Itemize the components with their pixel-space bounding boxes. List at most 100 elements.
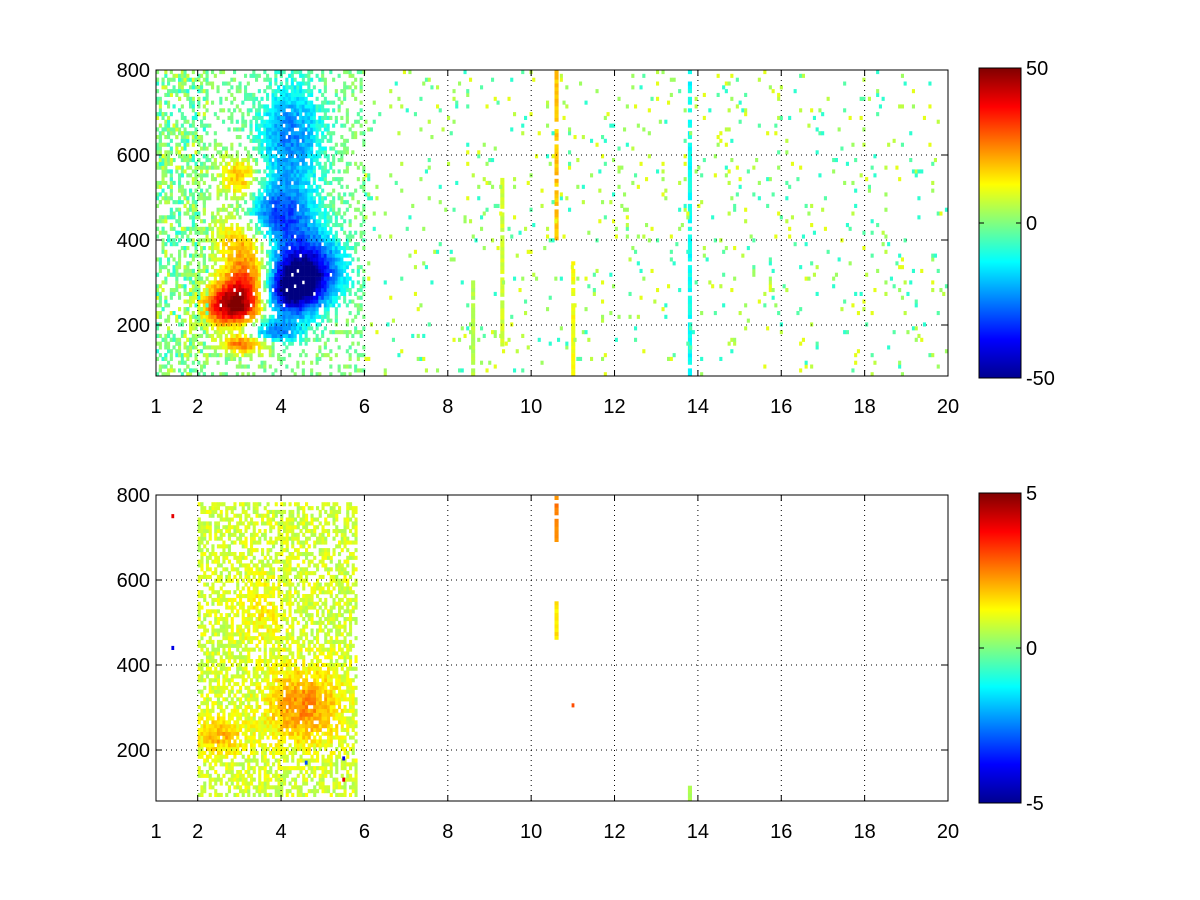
heatmap-cell (158, 268, 162, 273)
heatmap-cell (329, 165, 333, 170)
heatmap-cell (310, 154, 314, 159)
heatmap-cell (359, 81, 363, 86)
heatmap-cell (321, 314, 325, 319)
heatmap-cell (290, 307, 294, 312)
heatmap-stripe-cell (687, 249, 692, 254)
heatmap-sparse-cell (914, 303, 918, 308)
top-heatmap-cells (156, 70, 948, 376)
heatmap-sparse-cell (161, 265, 165, 270)
heatmap-cell (197, 743, 201, 748)
heatmap-cell (211, 215, 215, 220)
heatmap-cell (249, 127, 253, 132)
heatmap-cell (194, 85, 198, 90)
heatmap-cell (227, 211, 231, 216)
heatmap-cell (260, 257, 264, 262)
heatmap-cell (288, 280, 292, 285)
heatmap-sparse-cell (202, 219, 206, 224)
heatmap-cell (362, 314, 366, 319)
heatmap-sparse-cell (469, 345, 473, 350)
heatmap-sparse-cell (158, 345, 162, 350)
heatmap-cell (200, 246, 204, 251)
heatmap-sparse-cell (559, 196, 563, 201)
heatmap-cell (224, 311, 228, 316)
heatmap-cell (351, 150, 355, 155)
heatmap-cell (197, 727, 201, 732)
heatmap-cell (279, 337, 283, 342)
heatmap-cell (230, 158, 234, 163)
heatmap-cell (282, 104, 286, 109)
heatmap-cell (293, 223, 297, 228)
heatmap-sparse-cell (194, 249, 198, 254)
heatmap-cell (288, 311, 292, 316)
heatmap-cell (310, 184, 314, 189)
heatmap-cell (244, 288, 248, 293)
heatmap-cell (213, 330, 217, 335)
heatmap-cell (235, 295, 239, 300)
heatmap-sparse-cell (183, 330, 187, 335)
heatmap-sparse-cell (424, 169, 428, 174)
heatmap-sparse-cell (156, 115, 160, 120)
heatmap-cell (208, 754, 212, 759)
heatmap-cell (288, 333, 292, 338)
heatmap-cell (296, 146, 300, 151)
heatmap-cell (312, 311, 316, 316)
heatmap-cell (241, 288, 245, 293)
heatmap-cell (326, 123, 330, 128)
heatmap-cell (197, 735, 201, 740)
heatmap-sparse-cell (856, 311, 860, 316)
heatmap-stripe-cell (471, 353, 476, 358)
heatmap-sparse-cell (389, 173, 393, 178)
heatmap-cell (329, 257, 333, 262)
heatmap-cell (208, 81, 212, 86)
heatmap-sparse-cell (161, 165, 165, 170)
heatmap-cell (241, 349, 245, 354)
heatmap-cell (312, 318, 316, 323)
heatmap-cell (345, 253, 349, 258)
heatmap-cell (359, 108, 363, 113)
heatmap-cell (197, 609, 201, 614)
heatmap-sparse-cell (383, 368, 387, 373)
heatmap-cell (252, 295, 256, 300)
heatmap-stripe-cell (571, 288, 576, 293)
heatmap-cell (255, 203, 259, 208)
heatmap-cell (293, 318, 297, 323)
heatmap-stripe-cell (471, 280, 476, 285)
heatmap-cell (329, 295, 333, 300)
heatmap-cell (274, 303, 278, 308)
heatmap-cell (326, 192, 330, 197)
heatmap-cell (348, 192, 352, 197)
heatmap-sparse-cell (645, 177, 649, 182)
heatmap-cell (301, 311, 305, 316)
heatmap-sparse-cell (763, 364, 767, 369)
heatmap-cell (274, 242, 278, 247)
heatmap-cell (343, 142, 347, 147)
heatmap-sparse-cell (625, 226, 629, 231)
heatmap-cell (213, 242, 217, 247)
heatmap-sparse-cell (161, 85, 165, 90)
heatmap-cell (299, 219, 303, 224)
heatmap-stripe-cell (471, 341, 476, 346)
heatmap-cell (235, 223, 239, 228)
heatmap-cell (315, 219, 319, 224)
heatmap-cell (345, 115, 349, 120)
heatmap-cell (282, 322, 286, 327)
heatmap-cell (326, 295, 330, 300)
heatmap-cell (304, 104, 308, 109)
heatmap-cell (263, 104, 267, 109)
heatmap-cell (255, 257, 259, 262)
heatmap-sparse-cell (895, 261, 899, 266)
heatmap-sparse-cell (900, 295, 904, 300)
heatmap-cell (257, 196, 261, 201)
heatmap-sparse-cell (631, 85, 635, 90)
heatmap-cell (246, 223, 250, 228)
heatmap-cell (238, 333, 242, 338)
heatmap-cell (296, 154, 300, 159)
heatmap-cell (323, 169, 327, 174)
heatmap-cell (323, 150, 327, 155)
heatmap-cell (312, 215, 316, 220)
heatmap-cell (211, 70, 215, 75)
heatmap-sparse-cell (735, 165, 739, 170)
heatmap-cell (200, 521, 204, 526)
heatmap-cell (282, 150, 286, 155)
heatmap-cell (197, 540, 201, 545)
